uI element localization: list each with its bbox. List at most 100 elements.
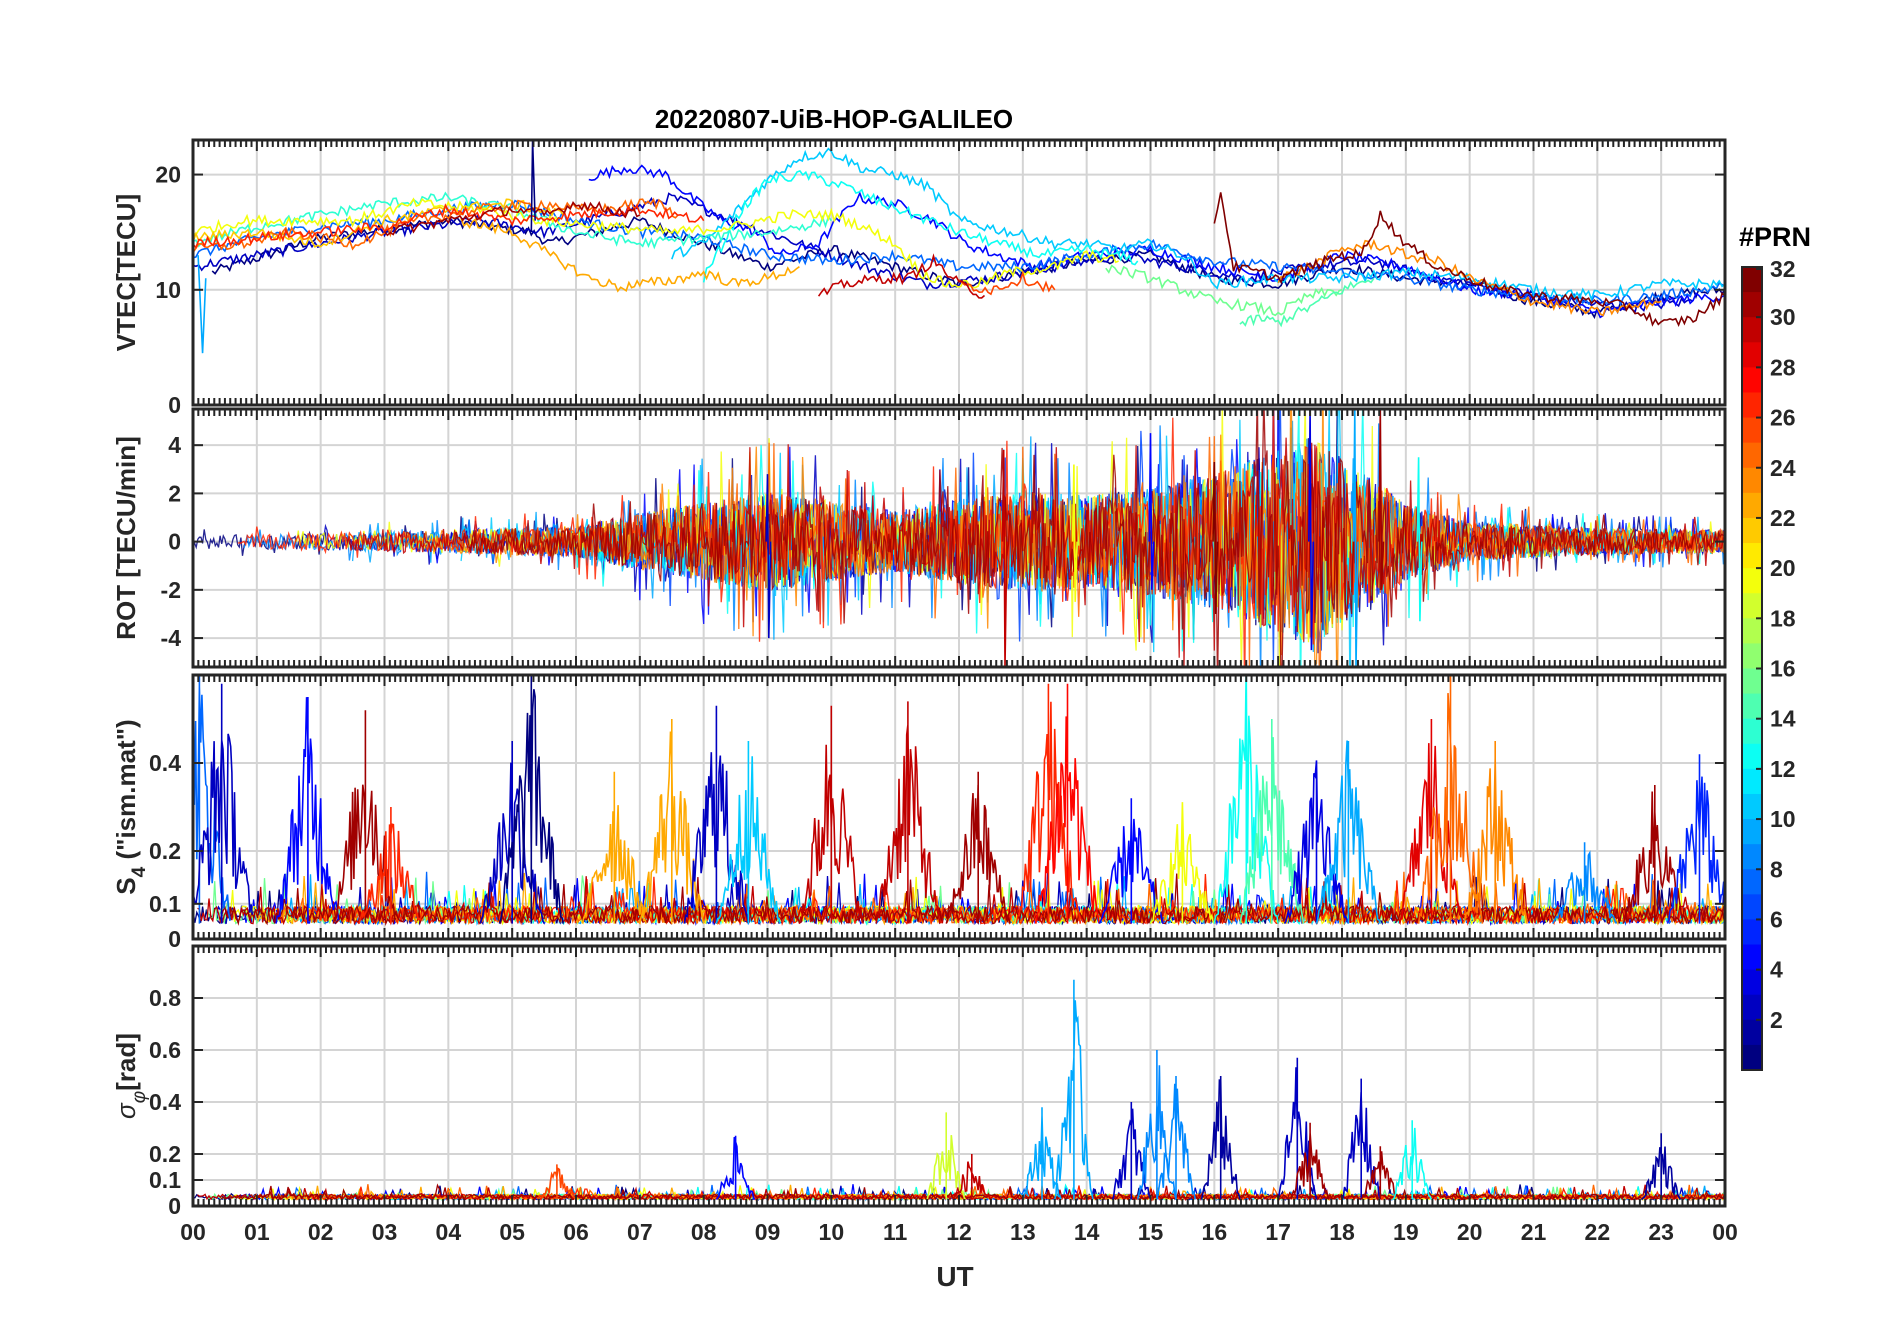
colorbar-swatch: [1742, 618, 1762, 644]
colorbar-swatch: [1742, 392, 1762, 419]
vtec-series-prn-23: [460, 218, 800, 293]
sigma_phi-peak-prn-13: [1392, 1120, 1433, 1200]
colorbar-swatch: [1742, 844, 1762, 870]
vtec-series-prn-13: [702, 169, 1139, 283]
rot-burst: [1212, 461, 1219, 615]
plot-area-rot: [193, 409, 1725, 667]
y-tick-label: 0.2: [149, 838, 181, 864]
rot-burst: [1378, 409, 1385, 590]
s4-peak-prn-5: [275, 697, 340, 924]
plot-area-sigma_phi: [193, 979, 1725, 1202]
sigma_phi-peak-prn-9: [1136, 1050, 1177, 1200]
vtec-series-prn-26: [958, 270, 1056, 296]
x-tick-label: 09: [755, 1219, 781, 1245]
x-tick-label: 08: [691, 1219, 717, 1245]
x-tick-label: 17: [1265, 1219, 1291, 1245]
colorbar-tick-label: 2: [1770, 1007, 1783, 1033]
y-axis-label-vtec: VTEC[TECU]: [111, 194, 141, 351]
colorbar-swatch: [1742, 994, 1762, 1021]
sigma_phi-baseline-prn-31: [220, 1183, 1725, 1202]
ticks-s4: [192, 675, 1726, 940]
y-tick-label: 0.8: [149, 985, 181, 1011]
s4-peak-prn-23: [581, 771, 647, 924]
x-tick-label: 04: [436, 1219, 462, 1245]
panel-sigma_phi: 00.10.2 0.4 0.6 0.8 σφ[rad]: [111, 944, 1727, 1219]
y-tick-label: -2: [161, 577, 181, 603]
vtec-series-prn-5: [588, 164, 1725, 319]
colorbar-tick-label: 24: [1770, 455, 1796, 481]
x-tick-label: 00: [1712, 1219, 1738, 1245]
plot-area-s4: [193, 675, 1725, 927]
colorbar-swatch: [1742, 768, 1762, 795]
colorbar-swatch: [1742, 267, 1762, 293]
s4-peak-prn-30: [798, 705, 864, 924]
s4-peak-prn-9: [1551, 842, 1618, 925]
rot-burst: [1352, 409, 1359, 667]
colorbar-swatch: [1742, 718, 1762, 745]
colorbar-swatch: [1742, 643, 1762, 670]
s4-peak-prn-4: [1283, 760, 1350, 925]
colorbar-tick-label: 32: [1770, 256, 1796, 282]
colorbar-tick-label: 28: [1770, 354, 1796, 380]
colorbar-swatch: [1742, 919, 1762, 946]
sigma_phi-peak-prn-10: [1054, 979, 1094, 1200]
y-axis-label-sigma_phi: σφ[rad]: [111, 1033, 150, 1119]
y-tick-label: 0.1: [149, 1167, 181, 1193]
colorbar-tick-label: 14: [1770, 706, 1796, 732]
vtec-series-prn-25: [193, 197, 679, 254]
s4-peak-prn-5: [1098, 798, 1164, 925]
x-tick-label: 06: [563, 1219, 589, 1245]
colorbar-swatch: [1742, 693, 1762, 720]
y-tick-label: 4: [168, 432, 181, 458]
y-tick-label: 0: [168, 1193, 181, 1219]
colorbar-swatch: [1742, 869, 1762, 895]
sigma_phi-peak-prn-19: [926, 1112, 967, 1200]
x-tick-label: 07: [627, 1219, 653, 1245]
x-tick-labels: 00 01 02 03 04 05 06 07 08 09 10 11 12 13 14 15 16 17 18 19…: [180, 1219, 1738, 1245]
colorbar-swatch: [1742, 793, 1762, 820]
colorbar-tick-label: 26: [1770, 405, 1796, 431]
rot-burst: [1071, 464, 1078, 602]
ticks-vtec: [192, 140, 1726, 406]
colorbar-swatch: [1742, 367, 1762, 394]
x-tick-label: 10: [819, 1219, 845, 1245]
colorbar-tick-label: 22: [1770, 505, 1796, 531]
y-axis-label-s4: S4 ("ism.mat"): [111, 719, 150, 894]
x-tick-label: 20: [1457, 1219, 1483, 1245]
colorbar-swatch: [1742, 944, 1762, 971]
rot-series-prn-31: [454, 409, 1725, 667]
vtec-series-prn-31: [383, 200, 641, 237]
x-tick-label: 11: [883, 1219, 908, 1245]
s4-peak-prn-23: [639, 719, 705, 924]
s4-peak-prn-31: [332, 710, 397, 924]
colorbar-swatch: [1742, 442, 1762, 469]
s4-peak-prn-15: [1239, 719, 1305, 924]
x-tick-label: 02: [308, 1219, 334, 1245]
colorbar-swatch: [1742, 342, 1762, 368]
colorbar-title: #PRN: [1739, 222, 1811, 252]
panel-rot: -4 -2 0 2 4 ROT [TECU/min]: [111, 407, 1727, 669]
x-tick-label: 23: [1648, 1219, 1674, 1245]
vtec-series-prn-15: [1239, 277, 1375, 328]
colorbar-swatch: [1742, 969, 1762, 996]
colorbar-swatch: [1742, 894, 1762, 921]
s4-peak-prn-3: [193, 683, 254, 924]
ticks-sigma_phi: [192, 946, 1726, 1207]
y-tick-label: 0.2: [149, 1141, 181, 1167]
colorbar-swatch: [1742, 417, 1762, 444]
colorbar-tick-label: 8: [1770, 856, 1783, 882]
vtec-dropout: [197, 255, 207, 354]
s4-baseline-prn-31: [220, 873, 1725, 927]
colorbar-swatch: [1742, 517, 1762, 544]
x-tick-label: 16: [1202, 1219, 1228, 1245]
s4-peak-prn-11: [715, 741, 782, 924]
x-tick-label: 03: [372, 1219, 398, 1245]
plot-area-vtec: [193, 140, 1725, 354]
sigma_phi-peak-prn-9: [1156, 1076, 1196, 1200]
y-tick-label: 0: [168, 529, 181, 555]
colorbar-swatch: [1742, 492, 1762, 519]
rot-burst: [1001, 449, 1008, 667]
colorbar-swatch: [1742, 819, 1762, 845]
